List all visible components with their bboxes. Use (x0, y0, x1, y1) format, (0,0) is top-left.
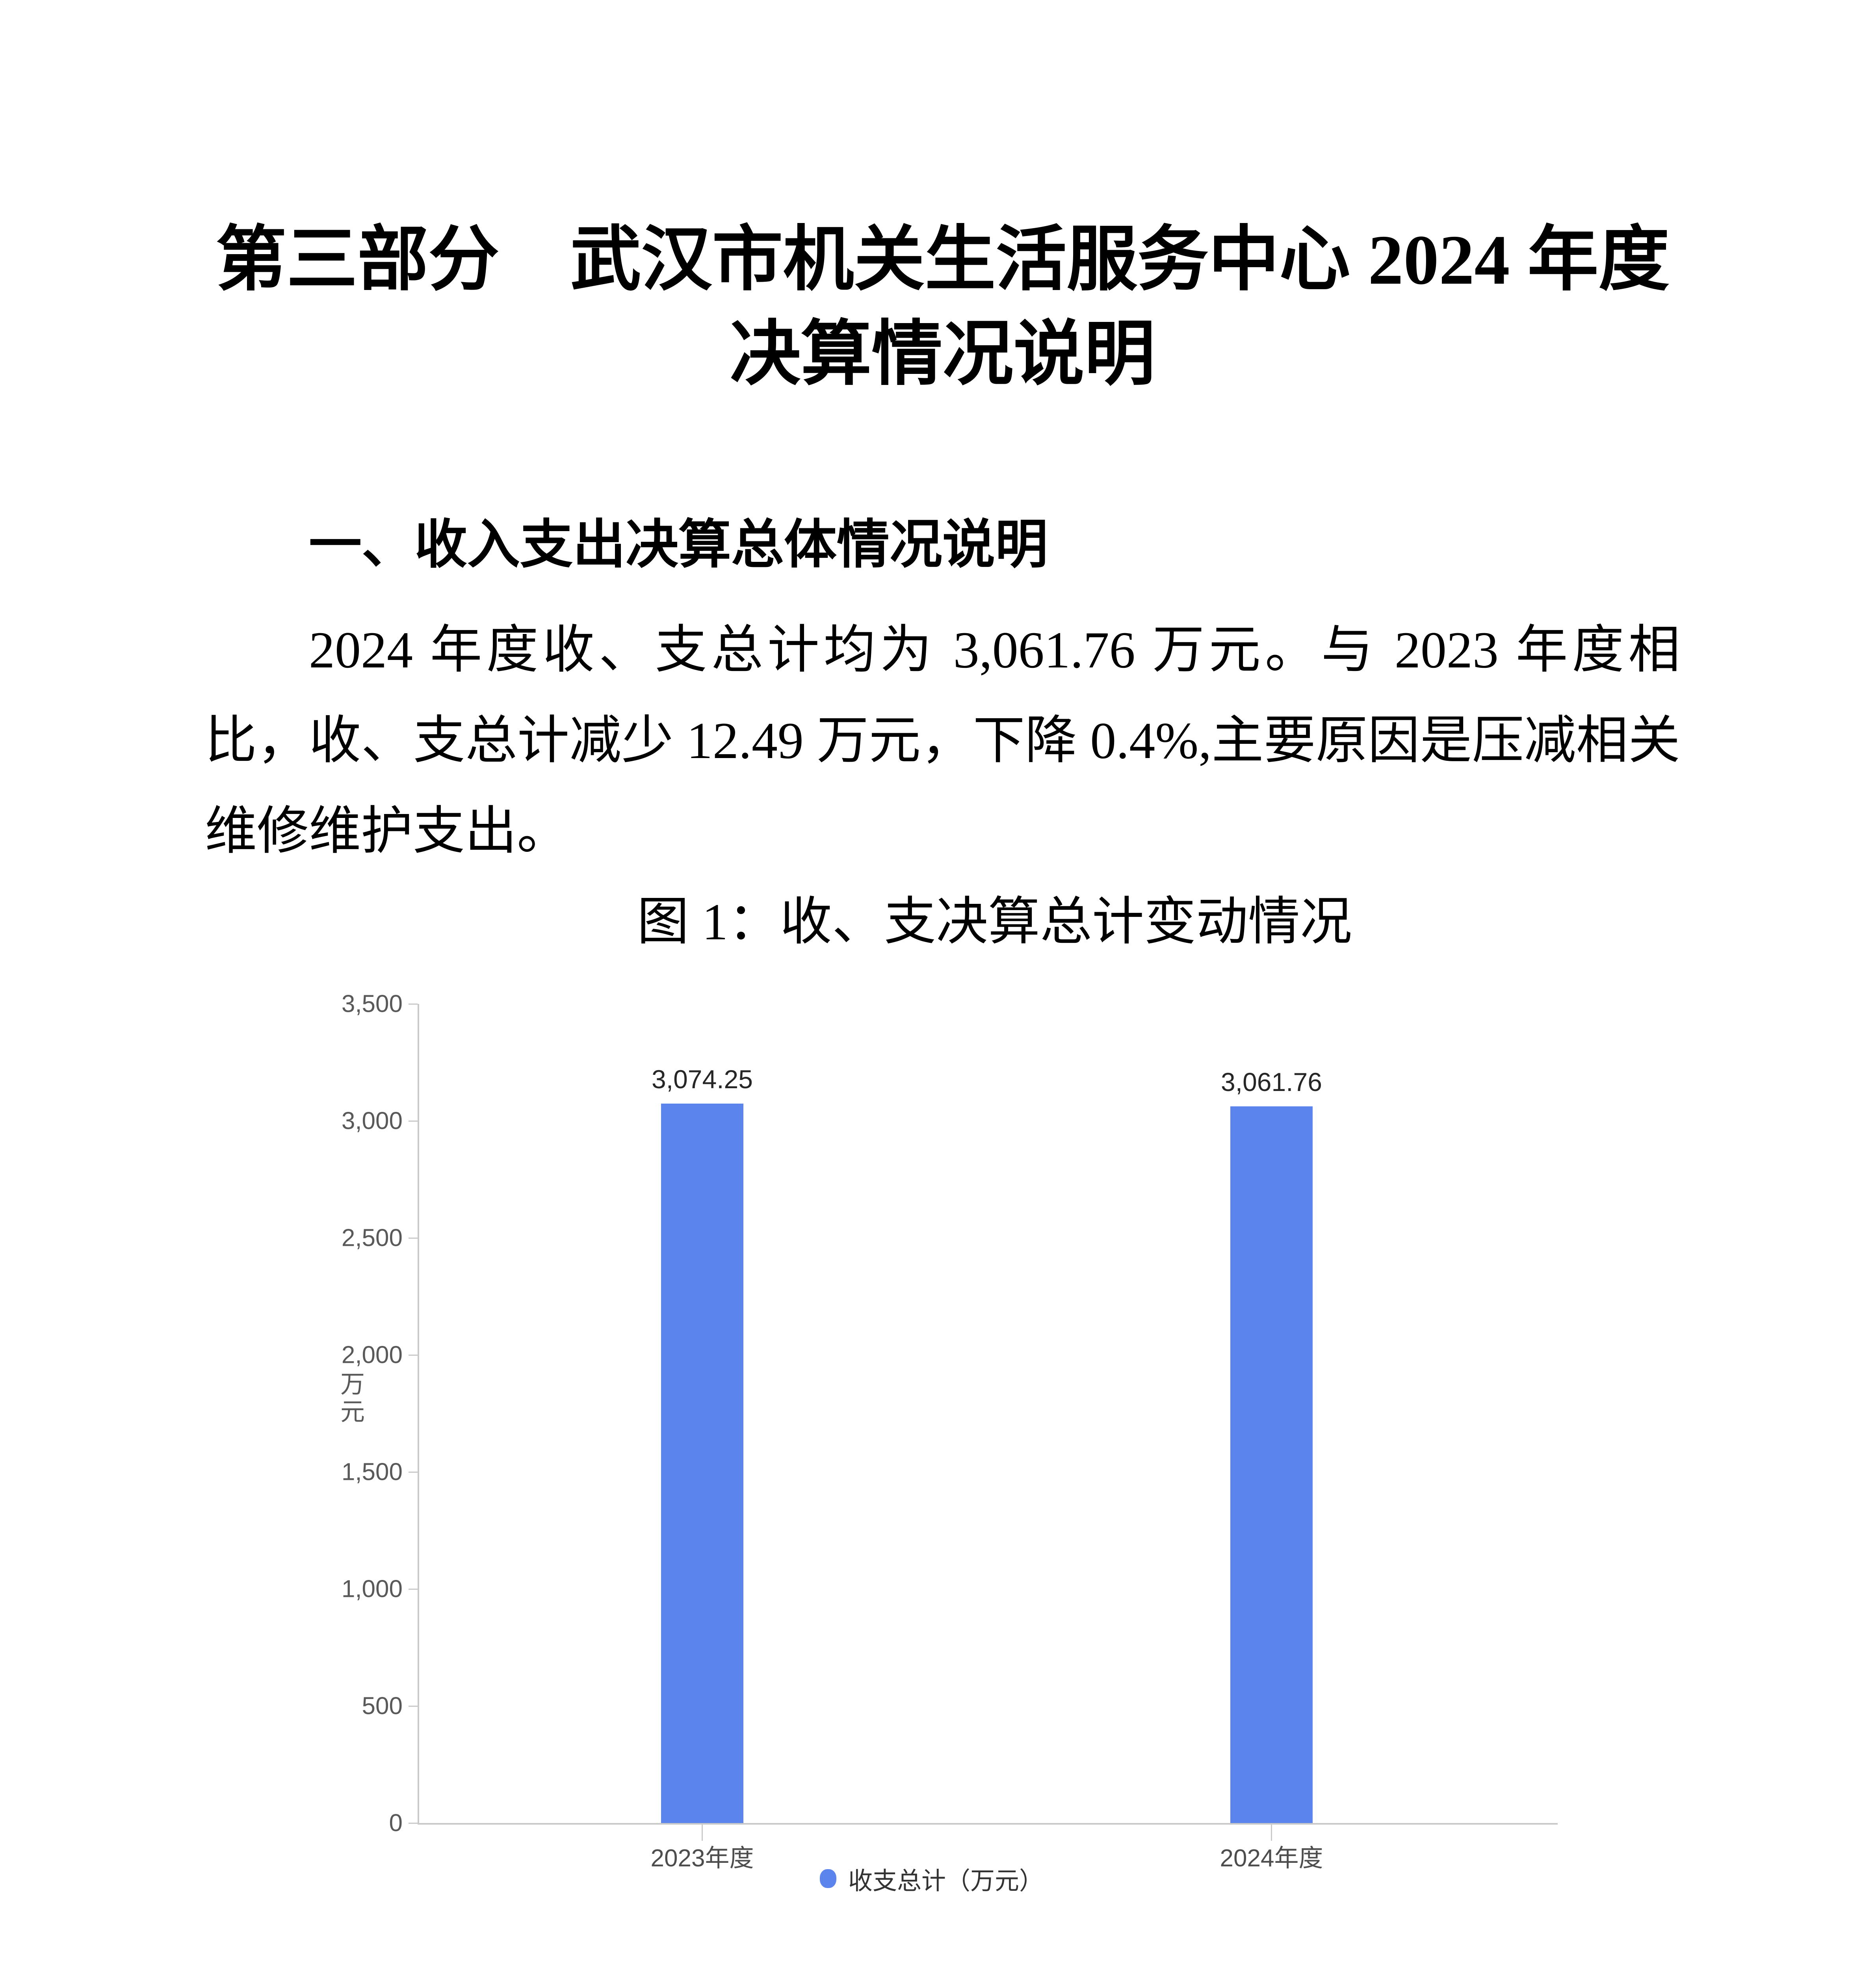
y-tick-label: 500 (362, 1692, 403, 1720)
y-axis-line (418, 1004, 419, 1825)
title-line-1: 第三部分 武汉市机关生活服务中心 2024 年度 (215, 221, 1670, 299)
y-tick-label: 2,500 (341, 1224, 403, 1252)
y-tick-label: 2,000 (341, 1341, 403, 1369)
y-tick-mark (409, 1003, 418, 1005)
figure1-caption: 图 1：收、支决算总计变动情况 (637, 893, 1352, 951)
legend-marker (819, 1869, 836, 1888)
bar-chart: 万元 0 500 1,000 1,500 2,000 2,500 3,000 3,500 3,… (0, 967, 1876, 1905)
y-tick-label: 3,000 (341, 1107, 403, 1135)
title-line-2: 决算情况说明 (730, 315, 1155, 394)
chart-legend: 收支总计（万元） (819, 1861, 1044, 1896)
y-tick-mark (409, 1120, 418, 1122)
section-heading-income-expense-overview: 一、收入支出决算总体情况说明 (309, 515, 1048, 574)
y-tick-mark (409, 1471, 418, 1473)
x-tick-mark (702, 1823, 703, 1841)
x-axis-line (418, 1823, 1558, 1825)
y-axis-title: 万元 (336, 1371, 364, 1426)
chart-bar (661, 1103, 743, 1823)
bar-value-label: 3,061.76 (1221, 1067, 1322, 1097)
x-axis-label: 2023年度 (650, 1845, 754, 1872)
y-tick-label: 1,000 (341, 1575, 403, 1603)
y-tick-mark (409, 1237, 418, 1239)
y-tick-mark (409, 1822, 418, 1824)
x-axis-label: 2024年度 (1220, 1845, 1323, 1872)
paragraph-overview: 2024 年度收、支总计均为 3,061.76 万元。与 2023 年度相比，收… (205, 621, 1680, 860)
y-tick-label: 3,500 (341, 990, 403, 1018)
y-tick-mark (409, 1705, 418, 1707)
bar-value-label: 3,074.25 (652, 1064, 753, 1094)
x-tick-mark (1271, 1823, 1272, 1841)
legend-label: 收支总计（万元） (848, 1868, 1044, 1895)
y-tick-mark (409, 1354, 418, 1356)
y-tick-label: 1,500 (341, 1458, 403, 1486)
page-title: 第三部分 武汉市机关生活服务中心 2024 年度 决算情况说明 (205, 213, 1680, 402)
y-tick-label: 0 (389, 1809, 403, 1837)
chart-bar (1230, 1106, 1313, 1823)
y-tick-mark (409, 1588, 418, 1590)
document-body: 第三部分 武汉市机关生活服务中心 2024 年度 决算情况说明 一、收入支出决算… (0, 213, 1876, 967)
